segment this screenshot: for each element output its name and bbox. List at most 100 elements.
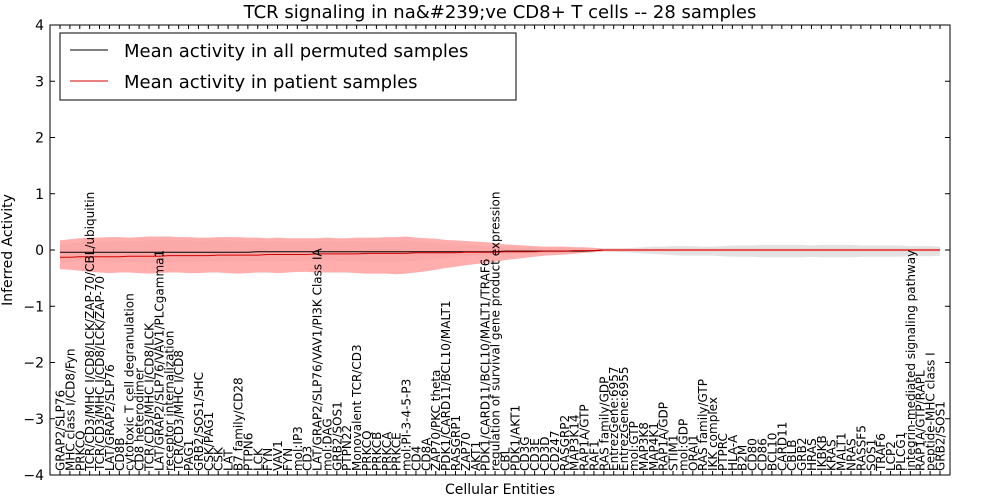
- category-label: B2M: [736, 445, 750, 471]
- y-tick-label: −2: [23, 356, 44, 372]
- category-label: RAF1: [587, 440, 601, 471]
- category-label: GRB2/SOS1: [330, 401, 344, 471]
- category-label: CD86: [756, 438, 770, 471]
- category-label: PRKCE: [390, 432, 404, 471]
- category-label: CD80: [746, 438, 760, 471]
- category-label: RASSF5: [854, 425, 868, 471]
- category-label: FYN: [261, 448, 275, 471]
- chart-title: TCR signaling in na&#239;ve CD8+ T cells…: [243, 2, 757, 23]
- category-label: RASGRP2: [558, 415, 572, 471]
- legend-label-patient: Mean activity in patient samples: [124, 72, 418, 93]
- category-label: CBL: [498, 447, 512, 471]
- category-label: PTPN6: [241, 433, 255, 471]
- category-label: IKK complex: [706, 397, 720, 471]
- category-label: IKBKB: [815, 435, 829, 471]
- category-label: NRAS: [845, 438, 859, 471]
- category-label: Monovalent TCR/CD3: [350, 344, 364, 471]
- category-label: BCL10: [765, 433, 779, 471]
- legend: Mean activity in all permuted samples Me…: [59, 32, 517, 101]
- category-label: LAT/GRAP2/SLP76/VAV1/PLCgamma1: [152, 250, 166, 471]
- category-label: HLA-A: [726, 434, 740, 471]
- category-label: GRB2: [795, 438, 809, 472]
- category-label: PDK1/AKT1: [508, 405, 522, 471]
- category-label: GRB2/SOS1/SHC: [192, 372, 206, 471]
- category-label: CD3E: [528, 438, 542, 471]
- category-label: PRKCB: [370, 432, 384, 471]
- legend-box: [59, 32, 517, 101]
- category-label: CBLB: [785, 439, 799, 471]
- category-label: LAT/GRAP2/SLP76: [103, 364, 117, 471]
- category-label: GRAP2/SLP76: [54, 390, 68, 471]
- category-label: MALT1: [835, 432, 849, 471]
- category-label: CD8A: [419, 437, 433, 471]
- category-label: CD8 heterodimer: [133, 368, 147, 471]
- category-label: CSK: [212, 446, 226, 471]
- category-label: EntrezGene:6955: [617, 367, 631, 472]
- category-label: PRKCQ: [73, 430, 87, 471]
- category-label: mol:PI-3-4-5-P3: [400, 379, 414, 471]
- category-label: STIM1: [667, 434, 681, 470]
- category-label: mol:GTP: [627, 421, 641, 471]
- category-label: PTPN22: [340, 425, 354, 471]
- category-label: B7 family/CD28: [232, 377, 246, 471]
- y-tick-label: −1: [23, 299, 44, 315]
- y-tick-label: 2: [35, 131, 44, 147]
- category-label: TCR/CD3/MHC I/CD8: [172, 350, 186, 472]
- y-axis-label: Inferred Activity: [0, 194, 16, 306]
- category-label: AKT1: [469, 441, 483, 471]
- category-label: CSK/PAG1: [202, 412, 216, 471]
- category-label: ZAP70: [459, 432, 473, 471]
- category-label: SOS1: [864, 439, 878, 471]
- category-label: PLCG1: [894, 432, 908, 471]
- category-label: PTPRC: [716, 433, 730, 471]
- series-line-patient: [60, 249, 940, 258]
- band-patient: [60, 236, 940, 275]
- category-label: MAP4K1: [647, 422, 661, 471]
- category-label: integrin-mediated signaling pathway: [904, 250, 918, 471]
- category-label: EntrezGene:6957: [607, 366, 621, 471]
- category-label: LAT: [222, 449, 236, 471]
- category-label: ZAP70/PKC theta: [429, 370, 443, 471]
- category-label: CD3: [301, 446, 315, 471]
- category-label: PDK1/CARD11/BCL10/MALT1: [439, 301, 453, 471]
- category-label: RASGRP1: [449, 415, 463, 471]
- category-label: CD3G: [518, 436, 532, 471]
- category-label: LCP2: [884, 441, 898, 471]
- y-tick-label: −4: [23, 468, 44, 484]
- category-label: regulation of survival gene product expr…: [489, 192, 503, 471]
- y-tick-label: 0: [35, 243, 44, 259]
- category-label: MAP3K8: [637, 422, 651, 471]
- category-label: FYN: [281, 448, 295, 471]
- category-label: PDK1/CARD11/BCL10/MALT1/TRAF6: [479, 259, 493, 471]
- category-label: TCR/CD3/MHC I/CD8/LCK: [143, 322, 157, 472]
- category-label: TCR/CD3/MHC I/CD8/LCK/ZAP-70/CBL/ubiquit…: [83, 192, 97, 472]
- y-tick-label: −3: [23, 412, 44, 428]
- category-label: LCK: [251, 447, 265, 471]
- category-label: ORAI1: [686, 434, 700, 471]
- y-tick-label: 1: [35, 187, 44, 203]
- category-label: MAP3K14: [568, 414, 582, 471]
- category-label: GRB2/SOS1: [934, 401, 948, 471]
- category-label: MHC class I/CD8/Fyn: [63, 348, 77, 471]
- category-label: PAG1: [182, 440, 196, 471]
- y-axis-ticks: 4 3 2 1 0 −1 −2 −3 −4: [23, 18, 950, 484]
- x-axis-ticks: [59, 25, 941, 475]
- category-label: CARD11: [775, 422, 789, 471]
- category-label: RAP1A/GTP/RAPL: [914, 370, 928, 471]
- category-label: mol:IP3: [291, 426, 305, 471]
- category-label: RAP1A/GTP: [578, 404, 592, 471]
- x-axis-label: Cellular Entities: [445, 482, 555, 498]
- category-label: RAS family/GTP: [696, 379, 710, 471]
- category-label: VAV1: [271, 440, 285, 471]
- y-tick-label: 4: [35, 18, 44, 34]
- category-label: receptor internalization: [162, 331, 176, 471]
- category-label: PRKCQ: [360, 430, 374, 471]
- category-label: cytotoxic T cell degranulation: [123, 293, 137, 471]
- category-label: peptide-MHC class I: [924, 352, 938, 471]
- category-label: CD8B: [113, 437, 127, 470]
- series-lines: [60, 249, 940, 258]
- category-label: CD3D: [538, 437, 552, 472]
